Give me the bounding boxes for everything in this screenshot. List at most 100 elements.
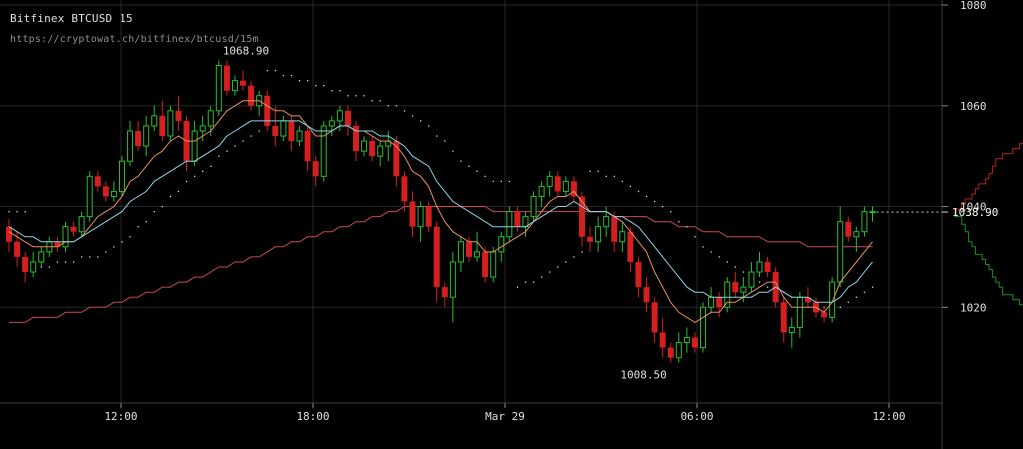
sar-dot [169,195,172,198]
sar-dot [516,286,519,288]
candle-body-up [562,180,569,192]
candle-body-up [708,296,715,308]
candle-body-down [425,206,432,227]
sar-dot [64,261,67,263]
sar-dot [194,175,196,178]
sar-dot [250,135,252,137]
candle-body-down [223,65,230,91]
sar-dot [113,246,115,248]
sar-dot [718,256,720,258]
sar-dot [161,205,164,208]
sar-dot [573,256,575,258]
candle-body-down [611,216,618,242]
candle-body-up [853,231,860,238]
candle-body-down [240,80,247,86]
candle-body-down [570,181,577,197]
candle-body-up [748,271,755,288]
candle-body-down [667,347,674,358]
sar-dot [387,105,389,107]
x-tick-label: 06:00 [680,410,713,423]
sar-dot [452,150,454,152]
sar-dot [605,175,607,178]
sar-dot [403,110,406,112]
candle-body-up [724,281,731,308]
candle-body-down [6,226,12,242]
ema-fast-line [8,100,873,323]
sar-dot [694,236,696,238]
axes: 1020 1040 1060 1080 12:00 18:00 Mar 29 06:00 12:… [0,0,987,449]
sar-dot [185,180,188,183]
sar-dot [734,266,736,268]
sar-dot [839,306,841,308]
sar-dot [81,256,83,258]
y-tick-label: 1020 [960,301,987,314]
candle-body-down [732,282,739,293]
sar-dot [621,180,624,183]
sar-dot [282,74,285,77]
candle-body-down [22,256,29,273]
sar-dot [629,185,632,188]
low-price-label: 1008.50 [620,369,666,382]
bid-depth-line [954,212,1023,306]
sar-dot [363,95,365,97]
sar-dot [758,281,761,283]
candle-body-down [175,110,182,121]
sar-dot [532,281,535,283]
candle-body-down [554,176,561,192]
sar-dot [678,221,680,223]
candle-body-down [780,302,787,333]
high-price-label: 1068.90 [223,44,269,57]
sar-dot [177,190,180,193]
candle-body-up [675,342,682,359]
candle-body-down [135,130,142,147]
candle-body-down [804,297,811,303]
x-tick-label: 18:00 [296,410,329,423]
candle-body-up [280,120,287,137]
sar-dot [419,120,422,122]
sar-dot [871,286,874,288]
chart-url[interactable]: https://cryptowat.ch/bitfinex/btcusd/15m [10,34,259,45]
sar-dot [355,95,357,97]
candle-body-down [587,236,594,242]
candle-body-up [377,145,384,157]
sar-dot [24,210,26,213]
sar-dot [702,246,704,248]
sar-dot [863,291,866,293]
candle-body-up [700,306,707,349]
sar-dot [597,170,599,172]
candle-body-up [30,261,37,273]
candle-body-up [207,110,214,127]
y-tick-label: 1040 [960,201,987,214]
candle-body-up [417,206,424,228]
grid-lines [0,0,942,403]
sar-dot [129,236,131,238]
sar-dot [56,261,59,263]
sar-dot [766,286,769,288]
sar-dot [226,150,228,152]
sar-dot [89,256,91,258]
candle-body-up [86,175,93,218]
sar-dot [121,241,123,243]
candle-body-up [328,120,335,127]
candle-body-up [861,211,868,233]
candle-body-up [336,110,343,122]
parabolic-sar-dots [8,69,874,308]
candle-body-up [191,130,198,162]
candle-body-down [409,201,416,227]
sar-dot [202,170,204,172]
candle-body-down [651,302,658,333]
candle-body-down [94,176,101,187]
sar-dot [436,135,438,137]
candle-body-down [14,241,21,257]
candle-body-up [498,236,505,253]
sar-dot [371,100,373,102]
sar-dot [613,175,615,178]
candle-body-down [821,312,828,318]
candle-body-up [38,251,45,263]
candle-body-up [62,226,69,248]
sar-dot [710,251,712,253]
chart-title: Bitfinex BTCUSD 15 [10,12,133,25]
sar-dot [153,210,155,213]
sar-dot [484,175,486,178]
